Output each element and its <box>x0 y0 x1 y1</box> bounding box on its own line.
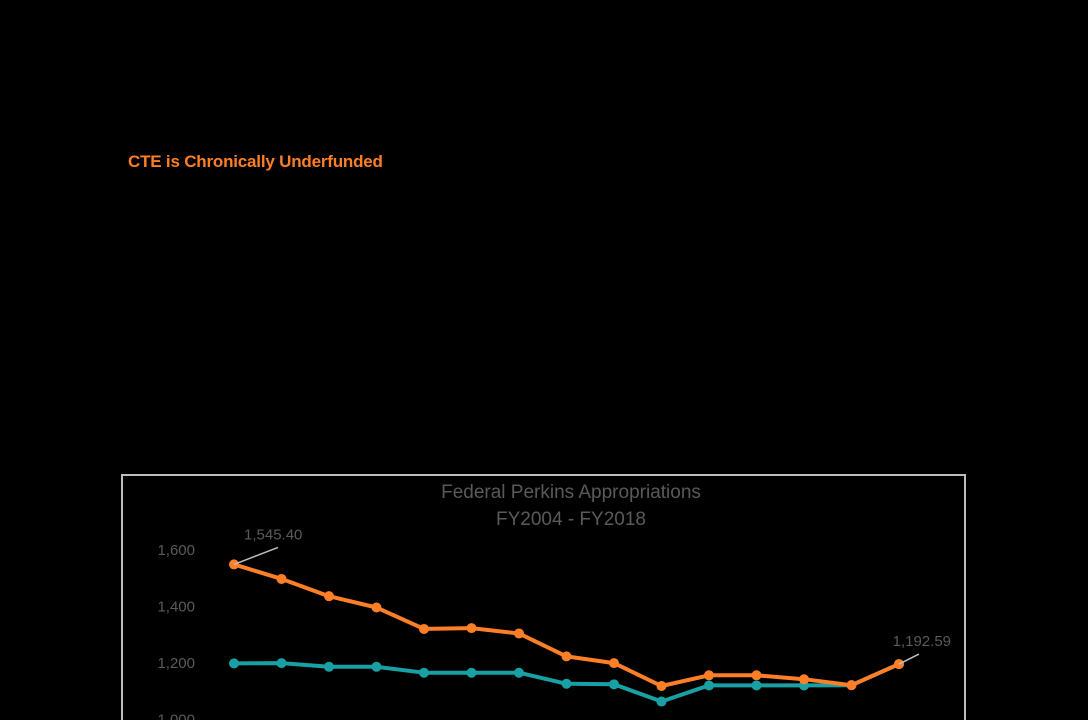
y-tick-label: 1,600 <box>157 542 195 559</box>
data-point <box>561 651 572 662</box>
data-point <box>656 681 667 692</box>
data-point <box>799 674 809 685</box>
data-label: 1,545.40 <box>244 526 302 543</box>
y-axis-tick-labels: 1,000 1,200 1,400 1,600 <box>157 542 195 720</box>
data-point <box>324 591 334 602</box>
data-point <box>371 661 382 672</box>
data-point <box>751 670 762 681</box>
chart-frame <box>121 474 966 720</box>
data-point <box>514 628 524 639</box>
data-point <box>656 696 667 707</box>
data-label: 1,192.59 <box>893 633 951 650</box>
data-point <box>609 679 619 690</box>
data-point <box>371 602 382 613</box>
y-tick-label: 1,000 <box>157 712 195 720</box>
data-callouts: 1,545.40 1,192.59 <box>233 526 951 665</box>
chart-subtitle: FY2004 - FY2018 <box>496 509 646 530</box>
data-point <box>466 667 477 678</box>
data-point <box>846 680 857 691</box>
callout-line <box>233 546 279 566</box>
data-point <box>514 667 524 678</box>
data-point <box>704 680 714 691</box>
data-point <box>751 680 762 691</box>
series-points <box>229 559 904 707</box>
data-point <box>466 623 477 634</box>
data-point <box>324 661 334 672</box>
callout-line <box>898 653 920 665</box>
data-point <box>561 678 572 689</box>
y-tick-label: 1,400 <box>157 599 195 616</box>
data-point <box>704 670 714 681</box>
data-point <box>419 623 429 634</box>
data-point <box>419 667 429 678</box>
page-heading: CTE is Chronically Underfunded <box>128 152 383 171</box>
data-point <box>229 658 239 669</box>
chart-title: Federal Perkins Appropriations <box>441 482 701 503</box>
data-point <box>276 573 287 584</box>
data-point <box>276 658 287 669</box>
y-tick-label: 1,200 <box>157 655 195 672</box>
data-point <box>609 658 619 669</box>
